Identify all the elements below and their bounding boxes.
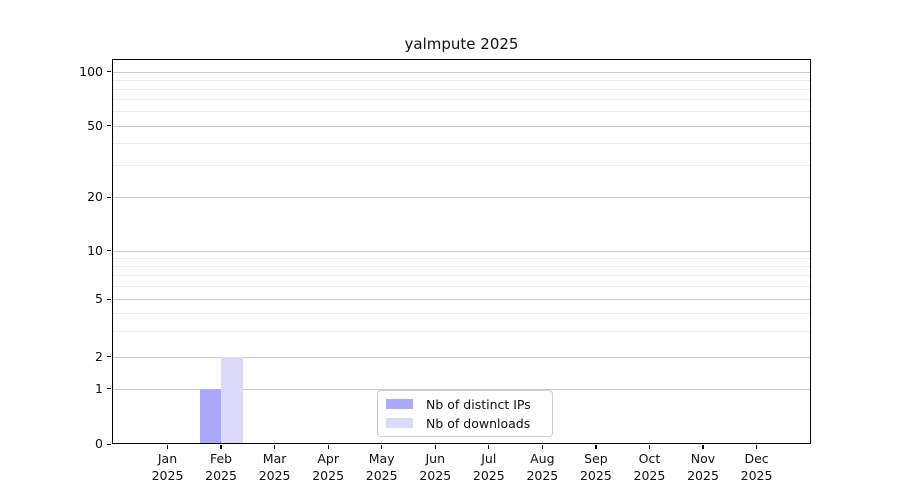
x-tick-label: Jan 2025 <box>151 451 184 483</box>
bar-distinct-ips <box>199 388 222 444</box>
x-tick-label: Jun 2025 <box>419 451 452 483</box>
y-tick-label: 20 <box>87 189 103 204</box>
x-tick-label: Jul 2025 <box>472 451 505 483</box>
major-gridline <box>112 71 811 73</box>
major-gridline <box>112 388 811 390</box>
x-tick-label: Apr 2025 <box>312 451 345 483</box>
y-tick-label: 2 <box>95 348 103 364</box>
y-tick-mark <box>107 196 111 198</box>
x-tick-mark <box>327 445 329 449</box>
x-tick-label: May 2025 <box>365 451 398 483</box>
legend-box: Nb of distinct IPs Nb of downloads <box>377 390 553 437</box>
y-tick-mark <box>107 71 111 73</box>
x-tick-mark <box>381 445 383 449</box>
x-tick-mark <box>755 445 758 449</box>
x-tick-label: Sep 2025 <box>579 451 612 483</box>
legend-label: Nb of downloads <box>426 415 531 431</box>
x-tick-mark <box>166 445 169 449</box>
major-gridline <box>112 299 811 300</box>
x-tick-mark <box>541 445 544 449</box>
x-tick-mark <box>220 445 222 449</box>
x-tick-mark <box>702 445 704 449</box>
y-tick-label: 1 <box>95 380 103 396</box>
minor-gridline <box>112 99 811 101</box>
y-tick-label: 10 <box>87 242 103 258</box>
minor-gridline <box>112 331 811 333</box>
y-tick-label: 5 <box>95 291 103 306</box>
minor-gridline <box>112 313 811 314</box>
minor-gridline <box>112 111 811 113</box>
x-tick-label: Nov 2025 <box>687 451 719 483</box>
legend-item: Nb of distinct IPs <box>386 395 544 413</box>
minor-gridline <box>112 79 811 81</box>
y-tick-mark <box>107 298 111 300</box>
x-tick-label: Feb 2025 <box>205 451 237 483</box>
x-tick-mark <box>488 445 490 449</box>
minor-gridline <box>112 165 811 167</box>
major-gridline <box>112 356 811 358</box>
y-tick-label: 100 <box>79 63 103 79</box>
legend-item: Nb of downloads <box>386 414 544 432</box>
x-tick-mark <box>595 445 597 449</box>
x-tick-label: Mar 2025 <box>258 451 291 483</box>
y-tick-mark <box>107 388 111 390</box>
major-gridline <box>112 125 811 127</box>
x-tick-label: Oct 2025 <box>633 451 666 483</box>
x-tick-label: Aug 2025 <box>526 451 559 483</box>
x-tick-mark <box>648 445 651 449</box>
y-tick-mark <box>107 250 111 252</box>
minor-gridline <box>112 275 811 277</box>
x-tick-mark <box>274 445 276 449</box>
major-gridline <box>112 250 811 252</box>
plot-area-border <box>112 59 811 444</box>
bar-downloads <box>221 356 243 444</box>
minor-gridline <box>112 286 811 288</box>
chart-title: yalmpute 2025 <box>404 35 519 53</box>
x-tick-label: Dec 2025 <box>740 451 773 483</box>
legend-swatch <box>386 399 413 409</box>
legend-label: Nb of distinct IPs <box>426 396 531 412</box>
minor-gridline <box>112 88 811 90</box>
minor-gridline <box>112 266 811 268</box>
y-tick-mark <box>107 356 111 358</box>
legend-swatch <box>386 418 413 428</box>
y-tick-mark <box>107 125 111 127</box>
y-tick-label: 0 <box>95 436 103 451</box>
minor-gridline <box>112 142 811 144</box>
x-tick-mark <box>434 445 436 449</box>
y-tick-mark <box>107 443 111 445</box>
minor-gridline <box>112 257 811 259</box>
y-tick-label: 50 <box>87 117 103 133</box>
major-gridline <box>112 197 811 198</box>
